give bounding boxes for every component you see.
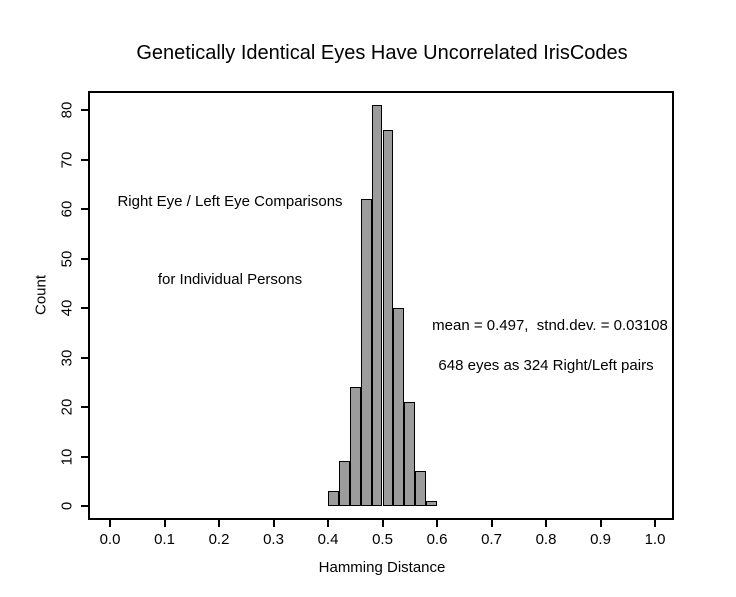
histogram-bar — [371, 105, 383, 506]
y-tick-label: 70 — [58, 151, 76, 168]
histogram-bar — [426, 501, 437, 506]
histogram-bar — [415, 471, 427, 506]
y-tick-mark — [81, 455, 88, 458]
x-tick-mark — [654, 520, 656, 527]
chart-title: Genetically Identical Eyes Have Uncorrel… — [136, 42, 628, 64]
annotation-mean-stddev: mean = 0.497, stnd.dev. = 0.03108 — [432, 317, 668, 334]
x-tick-label: 0.6 — [426, 531, 448, 548]
y-axis-label: Count — [32, 274, 50, 316]
x-axis-label: Hamming Distance — [318, 559, 446, 576]
x-tick-mark — [272, 520, 275, 527]
x-tick-mark — [599, 520, 602, 527]
annotation-comparisons-line1: Right Eye / Left Eye Comparisons — [117, 193, 343, 210]
y-tick-label: 50 — [58, 250, 76, 267]
y-tick-label: 10 — [58, 448, 76, 465]
x-tick-label: 0.1 — [154, 531, 175, 548]
y-tick-mark — [81, 406, 88, 408]
histogram-bar — [404, 402, 416, 506]
y-tick-label: 80 — [58, 101, 76, 119]
histogram-bar — [360, 199, 372, 506]
annotation-comparisons: Right Eye / Left Eye Comparisons for Ind… — [117, 137, 342, 345]
histogram-bar — [382, 129, 394, 506]
x-tick-mark — [381, 520, 384, 527]
x-tick-label: 0.0 — [99, 531, 121, 548]
y-tick-label: 20 — [58, 398, 76, 416]
histogram-bar — [349, 387, 361, 506]
x-tick-label: 0.8 — [535, 531, 557, 548]
y-tick-label: 0 — [58, 501, 76, 511]
annotation-sample-size: 648 eyes as 324 Right/Left pairs — [438, 357, 654, 374]
y-tick-mark — [81, 307, 88, 309]
y-tick-label: 30 — [58, 349, 76, 366]
y-tick-mark — [81, 257, 88, 260]
x-tick-mark — [327, 520, 329, 527]
histogram-bar — [393, 308, 405, 506]
x-tick-mark — [218, 520, 220, 527]
histogram-bar — [338, 461, 350, 506]
y-tick-mark — [81, 356, 88, 359]
x-tick-mark — [436, 520, 438, 527]
y-tick-mark — [81, 109, 88, 111]
x-tick-label: 0.4 — [317, 531, 339, 548]
x-tick-label: 0.9 — [590, 531, 611, 548]
y-tick-mark — [81, 208, 88, 210]
plot-frame — [88, 91, 674, 520]
x-tick-label: 1.0 — [644, 531, 666, 548]
x-tick-label: 0.7 — [481, 531, 502, 548]
y-tick-mark — [81, 505, 88, 507]
x-tick-label: 0.5 — [372, 531, 393, 548]
x-tick-label: 0.3 — [263, 531, 284, 548]
y-tick-label: 60 — [58, 200, 76, 218]
x-tick-mark — [163, 520, 166, 527]
y-tick-mark — [81, 158, 88, 161]
x-tick-mark — [490, 520, 493, 527]
y-tick-label: 40 — [58, 299, 76, 317]
x-tick-label: 0.2 — [208, 531, 230, 548]
x-tick-mark — [109, 520, 111, 527]
histogram-bar — [328, 491, 339, 506]
annotation-comparisons-line2: for Individual Persons — [157, 271, 303, 288]
x-tick-mark — [545, 520, 547, 527]
